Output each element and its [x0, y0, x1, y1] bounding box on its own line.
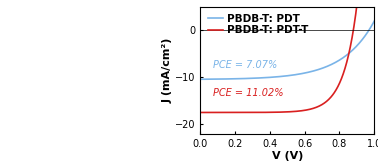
PBDB-T: PDT-T: (0.836, -7.62): PDT-T: (0.836, -7.62)	[344, 65, 348, 67]
Text: PCE = 11.02%: PCE = 11.02%	[212, 88, 283, 97]
Y-axis label: J (mA/cm²): J (mA/cm²)	[162, 37, 172, 103]
PBDB-T: PDT: (0.491, -9.75): PDT: (0.491, -9.75)	[284, 75, 288, 77]
X-axis label: V (V): V (V)	[271, 151, 303, 161]
Text: PCE = 7.07%: PCE = 7.07%	[212, 59, 277, 70]
PBDB-T: PDT: (0.836, -5.47): PDT: (0.836, -5.47)	[344, 55, 348, 57]
PBDB-T: PDT: (1.02, 3.32): PDT: (1.02, 3.32)	[375, 13, 378, 15]
Line: PBDB-T: PDT-T: PBDB-T: PDT-T	[200, 0, 378, 112]
PBDB-T: PDT-T: (0.607, -17): PDT-T: (0.607, -17)	[304, 109, 308, 111]
PBDB-T: PDT-T: (0.491, -17.4): PDT-T: (0.491, -17.4)	[284, 111, 288, 113]
PBDB-T: PDT: (0.995, 1.58): PDT: (0.995, 1.58)	[371, 22, 376, 24]
PBDB-T: PDT-T: (0, -17.5): PDT-T: (0, -17.5)	[198, 111, 203, 113]
PBDB-T: PDT: (0.484, -9.77): PDT: (0.484, -9.77)	[282, 75, 287, 77]
Line: PBDB-T: PDT: PBDB-T: PDT	[200, 14, 378, 79]
PBDB-T: PDT: (0, -10.4): PDT: (0, -10.4)	[198, 78, 203, 80]
PBDB-T: PDT-T: (0.484, -17.4): PDT-T: (0.484, -17.4)	[282, 111, 287, 113]
PBDB-T: PDT: (0.552, -9.45): PDT: (0.552, -9.45)	[294, 74, 299, 75]
PBDB-T: PDT: (0.607, -9.07): PDT: (0.607, -9.07)	[304, 72, 308, 74]
PBDB-T: PDT-T: (0.552, -17.3): PDT-T: (0.552, -17.3)	[294, 110, 299, 112]
Legend: PBDB-T: PDT, PBDB-T: PDT-T: PBDB-T: PDT, PBDB-T: PDT-T	[206, 12, 311, 37]
